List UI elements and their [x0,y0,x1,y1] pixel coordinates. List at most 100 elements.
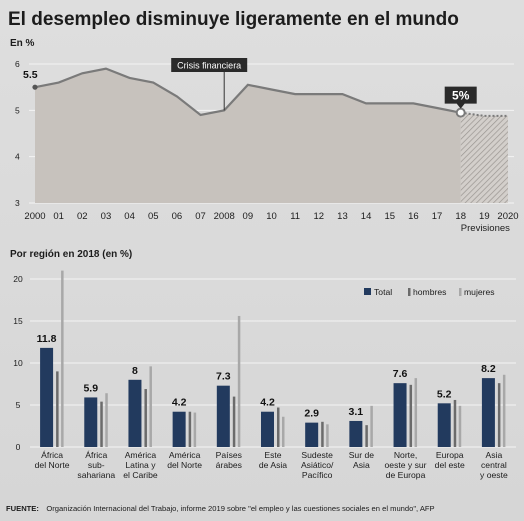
bar-value-label: 2.9 [304,408,319,420]
bar-hombres [100,401,103,447]
bar-value-label: 4.2 [260,397,275,409]
bar-category-label: África del Norte [35,450,70,470]
bar-hombres [277,407,280,447]
top-xtick-label: 17 [432,211,443,222]
latest-value-label: 5% [452,89,470,103]
bar-category-label: Sudeste Asiático/Pacífico [301,450,334,480]
bar-category-label: América Latina y el Caribe [123,450,158,480]
top-xtick-label: 10 [266,211,277,222]
bar-value-label: 5.9 [83,382,98,394]
bar-value-label: 3.1 [349,406,364,418]
bar-hombres [232,396,236,447]
page-title: El desempleo disminuye ligeramente en el… [8,9,459,30]
top-xtick-label: 07 [195,211,206,222]
bar-mujeres [502,374,506,447]
bar-mujeres [370,405,373,447]
top-xtick-label: 01 [53,211,64,222]
legend-swatch [459,288,462,296]
bar-total [481,378,495,447]
bar-total [305,422,319,447]
top-ytick-label: 5 [15,105,20,115]
bar-hombres [144,389,147,447]
bar-total [393,383,407,447]
bar-ytick-label: 15 [13,316,23,326]
bar-value-label: 8 [132,365,138,377]
top-ytick-label: 4 [15,152,20,162]
bar-hombres [409,384,413,447]
crisis-label: Crisis financiera [177,61,241,71]
bar-hombres [453,399,457,447]
bar-hombres [56,371,59,447]
bar-mujeres [326,424,329,447]
source-text: Organización Internacional del Trabajo, … [46,504,434,513]
top-xtick-label: 06 [172,211,183,222]
bar-mujeres [105,393,108,447]
bar-total [437,403,451,447]
top-chart-ylabel: En % [10,38,35,49]
bar-ytick-label: 5 [16,400,21,410]
bar-category-label: Asia central y oeste [480,450,508,480]
bar-category-label: Sur de Asia [349,450,375,470]
start-value-label: 5.5 [23,69,38,81]
unemployment-line [34,67,461,117]
bar-value-label: 8.2 [481,363,496,375]
start-point [32,84,38,90]
regional-bar-chart: Por región en 2018 (en %) 0 5 10 15 20 Total… [10,249,516,480]
bar-value-label: 11.8 [37,333,57,345]
bar-mujeres [149,366,152,447]
top-xtick-label: 2008 [214,211,235,222]
bar-ytick-label: 10 [13,358,23,368]
top-xtick-label: 2000 [24,211,45,222]
top-xtick-label: 03 [101,211,112,222]
top-xtick-label: 09 [243,211,254,222]
top-xtick-label: 13 [337,211,348,222]
bar-mujeres [61,270,64,447]
top-xtick-label: 12 [314,211,325,222]
legend-label: mujeres [464,287,495,297]
bar-mujeres [282,416,285,447]
bar-total [172,411,186,447]
bar-ytick-label: 20 [13,274,23,284]
bar-total [261,411,274,447]
bar-hombres [321,421,324,447]
latest-point [455,107,466,118]
top-xtick-label: 02 [77,211,88,222]
unemployment-area [35,68,461,203]
top-xtick-label: 19 [479,211,490,222]
bar-value-label: 4.2 [172,397,187,409]
top-xtick-label: 05 [148,211,159,222]
bar-total [84,397,98,447]
bar-ytick-label: 0 [16,442,21,452]
legend-label: Total [374,287,392,297]
legend-swatch [364,288,371,295]
top-xtick-label: 15 [384,211,395,222]
bar-category-label: Norte, oeste y sur de Europa [385,450,427,480]
bar-mujeres [458,405,462,447]
forecast-zone [460,112,508,203]
top-ytick-label: 3 [15,198,20,208]
bar-category-label: Este de Asia [259,450,287,470]
bar-mujeres [193,412,197,447]
source-line: FUENTE: Organización Internacional del T… [6,498,435,515]
bar-category-label: Europa del este [435,450,465,470]
top-xtick-label: 18 [455,211,466,222]
bar-category-label: Países árabes [216,450,242,470]
bar-chart-title: Por región en 2018 (en %) [10,249,132,260]
bar-total [349,420,363,447]
top-xtick-label: 2020 [497,211,518,222]
bar-category-label: África sub-sahariana [77,450,115,480]
forecast-note: Previsiones [461,223,510,234]
legend-swatch [408,288,411,296]
top-ytick-label: 6 [15,59,20,69]
bar-value-label: 7.6 [393,368,408,380]
legend-label: hombres [413,287,446,297]
top-xtick-label: 04 [124,211,135,222]
bar-hombres [188,411,192,447]
bar-mujeres [237,315,241,447]
bar-chart-legend: Total hombres mujeres [364,287,495,297]
top-xtick-label: 14 [361,211,372,222]
bar-total [216,385,230,447]
unemployment-trend-chart: En % 3 4 5 6 2000 01 02 03 04 05 06 07 2008 09 10 11 12… [10,38,519,234]
